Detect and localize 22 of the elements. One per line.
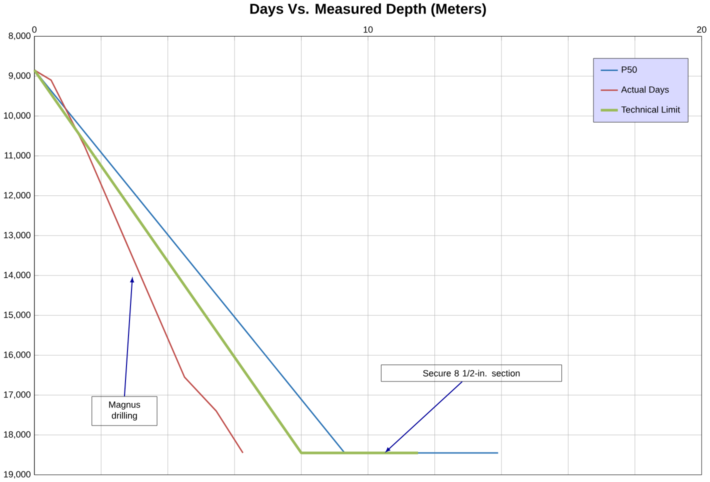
y-tick-label: 9,000 <box>8 72 31 80</box>
y-tick-label: 18,000 <box>4 431 30 439</box>
legend-label: Actual Days <box>621 86 669 95</box>
chart-title: Days Vs. Measured Depth (Meters) <box>250 3 486 17</box>
y-tick-label: 8,000 <box>8 32 31 40</box>
y-tick-label: 19,000 <box>4 471 30 479</box>
annotation: Magnus drilling <box>109 402 140 421</box>
y-tick-label: 16,000 <box>4 352 30 359</box>
legend-label: P50 <box>622 66 637 73</box>
y-tick-label: 13,000 <box>4 232 30 240</box>
x-tick-label: 10 <box>364 26 373 33</box>
line-series <box>34 70 244 454</box>
y-tick-label: 12,000 <box>4 192 30 200</box>
legend-label: Technical Limit <box>621 106 680 113</box>
y-tick-label: 10,000 <box>4 112 30 120</box>
y-tick-label: 11,000 <box>4 152 31 160</box>
y-tick-label: 14,000 <box>4 272 30 280</box>
y-tick-label: 17,000 <box>4 391 30 399</box>
x-tick-label: 0 <box>32 26 37 33</box>
y-tick-label: 15,000 <box>4 312 30 320</box>
annotation: Secure 8 1/2-in. section <box>423 370 520 377</box>
x-tick-label: 20 <box>697 26 706 33</box>
